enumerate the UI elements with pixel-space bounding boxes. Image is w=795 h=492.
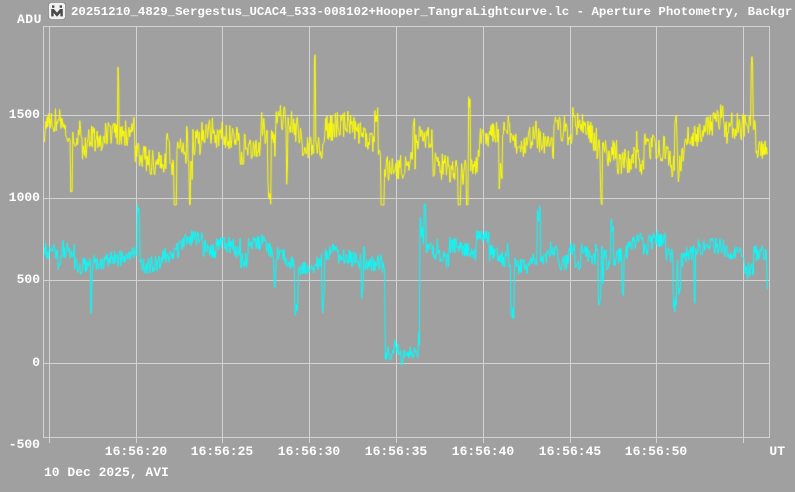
- y-tick-label: 500: [16, 272, 40, 287]
- y-tick-label: 0: [32, 355, 40, 370]
- tangra-app-icon: [48, 2, 66, 20]
- window-title: 20251210_4829_Sergestus_UCAC4_533-008102…: [71, 5, 793, 19]
- x-tick-label: 16:56:40: [451, 444, 515, 459]
- x-axis-unit-label: UT: [769, 444, 785, 459]
- y-tick-label: 1500: [8, 107, 40, 122]
- y-tick-label: -500: [8, 437, 40, 452]
- y-axis-unit-label: ADU: [17, 12, 42, 27]
- x-tick-label: 16:56:35: [364, 444, 428, 459]
- x-tick-label: 16:56:50: [624, 444, 688, 459]
- x-tick-label: 16:56:45: [538, 444, 602, 459]
- recording-date-label: 10 Dec 2025, AVI: [44, 465, 169, 480]
- x-tick-label: 16:56:20: [104, 444, 168, 459]
- plot-frame: [43, 26, 770, 438]
- y-tick-label: 1000: [8, 190, 40, 205]
- x-tick-label: 16:56:25: [190, 444, 254, 459]
- lightcurve-canvas[interactable]: [44, 27, 768, 436]
- x-tick-label: 16:56:30: [277, 444, 341, 459]
